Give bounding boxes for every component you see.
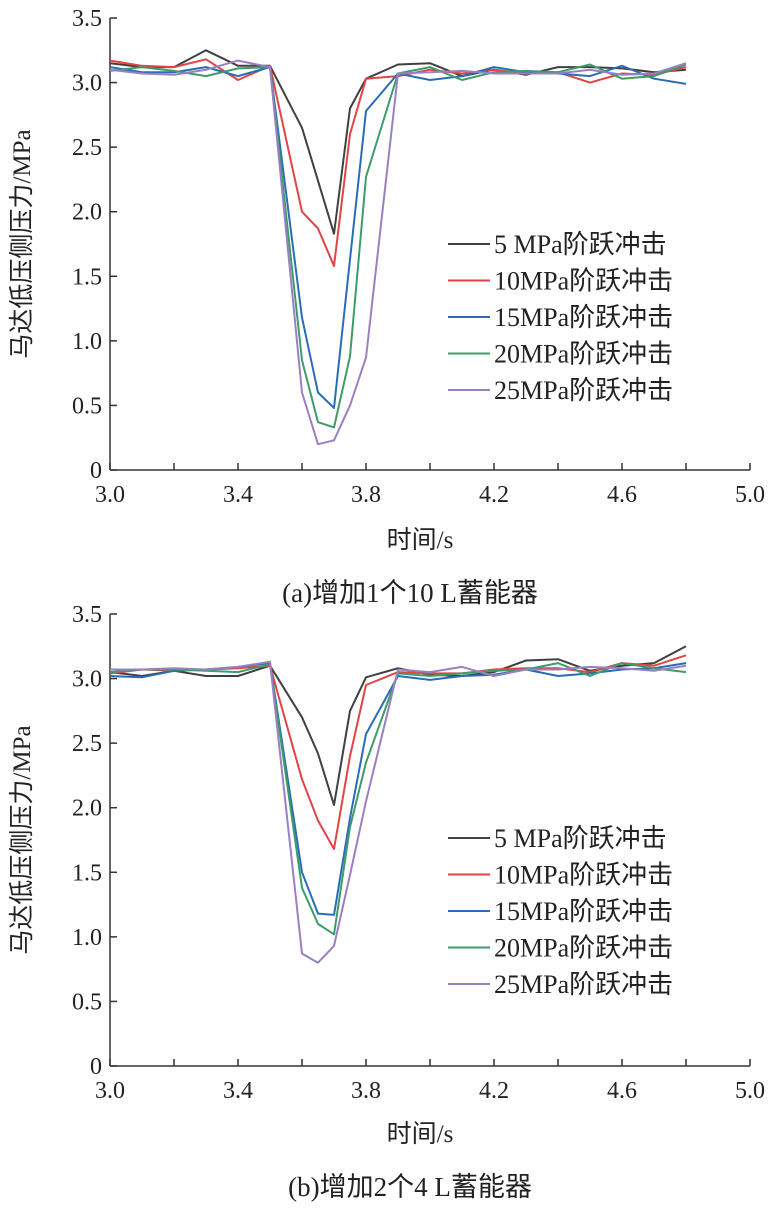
y-tick-label: 0.5: [72, 989, 102, 1015]
y-tick-label: 1.5: [72, 264, 102, 290]
y-tick-label: 3.5: [72, 6, 102, 32]
legend-label: 25MPa阶跃冲击: [494, 376, 673, 405]
series-line-0: [109, 49, 687, 235]
y-tick-label: 0.5: [72, 393, 102, 419]
y-tick-label: 0: [90, 458, 102, 484]
chart-panel-b: 0 0.5 1.0 1.5 2.0 2.5 3.0 3.5 3.0 3.4 3.8 4.2 4.6 5.0…: [8, 602, 765, 1202]
series-line-4: [109, 59, 687, 446]
x-tick-label: 3.8: [351, 482, 381, 508]
y-tick-label: 1.0: [72, 925, 102, 951]
x-tick-label: 3.0: [95, 482, 125, 508]
x-tick-label: 5.0: [735, 1078, 765, 1104]
chart-panel-a: 0 0.5 1.0 1.5 2.0 2.5 3.0 3.5 3.0 3.4 3.8 4.2 4.6 5.0…: [8, 6, 765, 608]
series-line-3: [109, 63, 687, 429]
y-tick-label: 1.0: [72, 329, 102, 355]
y-tick-label: 3.5: [72, 602, 102, 628]
series-line-3: [109, 662, 687, 936]
x-tick-label: 5.0: [735, 482, 765, 508]
legend-label: 20MPa阶跃冲击: [494, 934, 673, 963]
series-line-4: [110, 660, 687, 964]
x-axis-label: 时间/s: [387, 1120, 454, 1148]
legend-label: 10MPa阶跃冲击: [494, 267, 673, 296]
y-tick-label: 0: [90, 1054, 102, 1080]
x-tick-label: 3.4: [223, 1078, 253, 1104]
x-axis-label: 时间/s: [387, 526, 454, 554]
y-tick-label: 3.0: [72, 667, 102, 693]
y-tick-label: 3.0: [72, 71, 102, 97]
x-tick-label: 3.8: [351, 1078, 381, 1104]
legend-label: 10MPa阶跃冲击: [494, 861, 673, 890]
y-tick-label: 2.5: [72, 731, 102, 757]
y-tick-label: 2.5: [72, 135, 102, 161]
y-axis-label: 马达低压侧压力/MPa: [8, 725, 36, 954]
x-tick-label: 4.2: [479, 482, 509, 508]
legend-label: 5 MPa阶跃冲击: [494, 824, 667, 853]
panel-caption: (a)增加1个10 L蓄能器: [282, 578, 538, 608]
series-line-1: [109, 654, 687, 850]
x-tick-label: 3.4: [223, 482, 253, 508]
legend-label: 5 MPa阶跃冲击: [494, 230, 667, 259]
y-tick-label: 2.0: [72, 796, 102, 822]
panel-caption: (b)增加2个4 L蓄能器: [288, 1172, 532, 1202]
x-tick-label: 4.2: [479, 1078, 509, 1104]
y-tick-label: 2.0: [72, 200, 102, 226]
legend-label: 15MPa阶跃冲击: [494, 897, 673, 926]
x-tick-label: 3.0: [95, 1078, 125, 1104]
y-tick-label: 1.5: [72, 860, 102, 886]
x-tick-label: 4.6: [607, 482, 637, 508]
legend-label: 20MPa阶跃冲击: [494, 340, 673, 369]
x-tick-label: 4.6: [607, 1078, 637, 1104]
legend-label: 25MPa阶跃冲击: [494, 970, 673, 999]
y-axis-label: 马达低压侧压力/MPa: [8, 129, 36, 358]
legend-label: 15MPa阶跃冲击: [494, 303, 673, 332]
